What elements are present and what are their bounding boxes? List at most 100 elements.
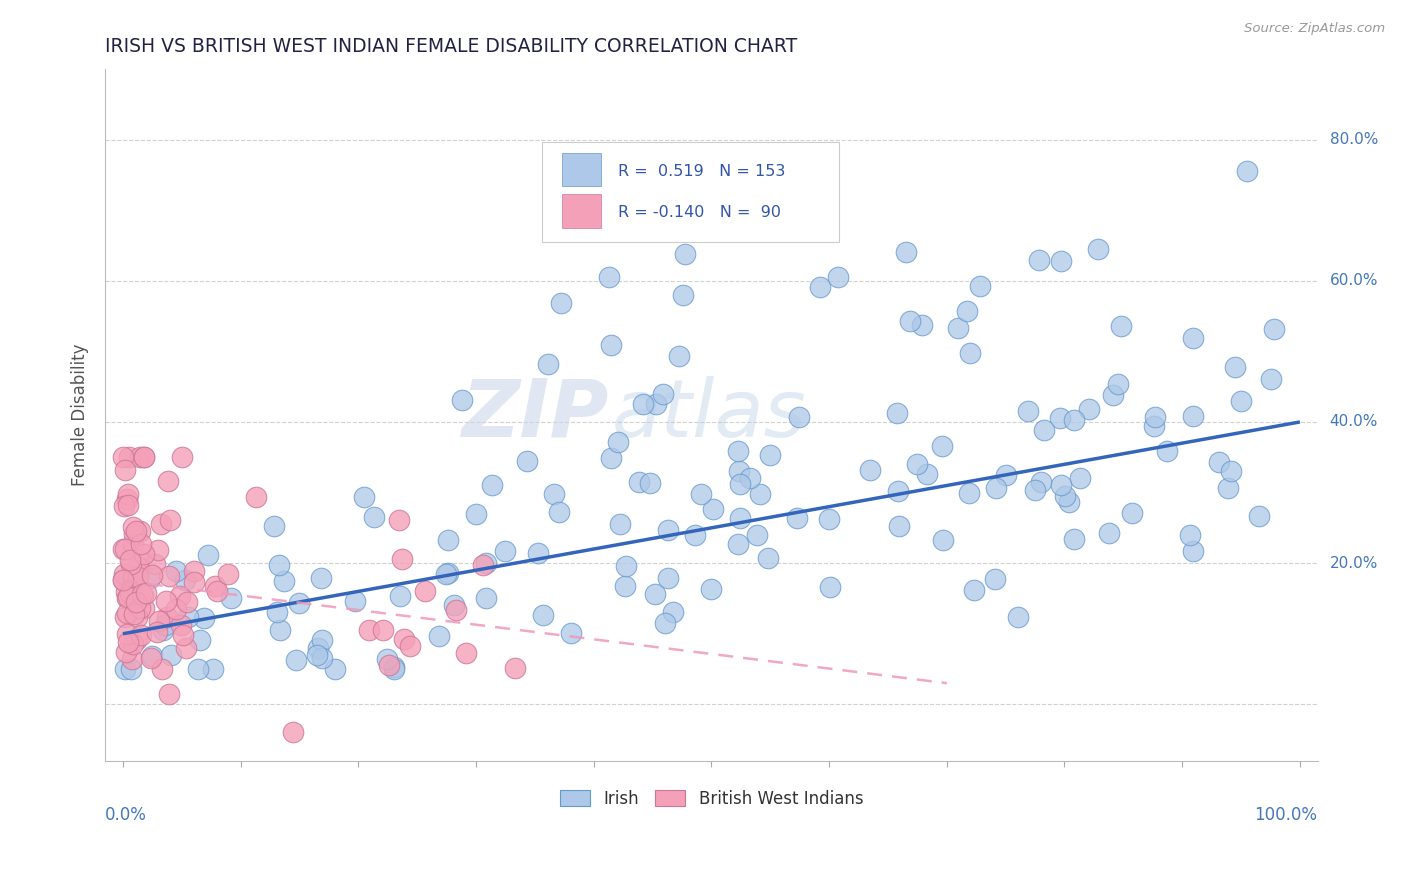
Point [269,623,291,637]
Point [472,558,495,572]
Point [1087,242,1109,256]
Point [640,475,662,490]
Point [193,611,215,625]
Point [1063,532,1085,546]
Point [1098,525,1121,540]
Point [451,393,474,408]
Point [1069,471,1091,485]
Point [111,573,134,587]
Point [323,662,346,676]
Point [657,523,679,537]
Point [114,662,136,676]
Point [159,513,181,527]
Point [378,658,401,673]
Point [1230,393,1253,408]
Point [1225,359,1247,374]
Point [727,537,749,551]
Point [1102,388,1125,402]
Point [305,648,328,662]
Point [1078,401,1101,416]
Point [898,314,921,328]
Point [1208,455,1230,469]
Point [115,585,138,599]
Point [263,519,285,533]
Point [827,269,849,284]
Point [131,587,153,601]
Point [132,450,155,465]
Point [427,629,450,643]
Text: ZIP: ZIP [461,376,609,454]
Point [169,590,191,604]
Point [931,439,953,453]
Point [150,516,173,531]
Point [156,610,179,624]
Point [437,566,460,580]
Point [1182,409,1205,424]
Point [915,467,938,481]
Point [159,648,181,662]
Point [984,572,1007,586]
Point [963,583,986,598]
Point [128,450,150,465]
Point [122,536,145,550]
Point [363,509,385,524]
Point [503,660,526,674]
Point [174,573,197,587]
Point [702,501,724,516]
Point [125,524,148,538]
Point [169,617,191,632]
Point [1054,489,1077,503]
Point [657,571,679,585]
Point [129,536,152,550]
Point [598,269,620,284]
Point [631,397,654,411]
Text: 40.0%: 40.0% [1330,415,1378,429]
Point [969,278,991,293]
Point [749,487,772,501]
Point [818,512,841,526]
Point [1220,464,1243,478]
Point [112,573,135,587]
Point [1260,372,1282,386]
Point [150,663,173,677]
Point [1247,508,1270,523]
Point [995,467,1018,482]
Point [125,595,148,609]
Point [148,543,170,558]
Point [190,633,212,648]
Point [132,600,155,615]
Point [1007,610,1029,624]
Point [683,528,706,542]
Point [273,574,295,588]
Point [481,478,503,492]
Legend: Irish, British West Indians: Irish, British West Indians [553,783,870,814]
Point [858,463,880,477]
Point [531,608,554,623]
Point [115,591,138,605]
Point [121,581,143,595]
Point [128,524,150,538]
Point [886,406,908,420]
Point [1057,495,1080,509]
Point [550,295,572,310]
Point [1049,411,1071,425]
Point [114,610,136,624]
Point [1263,322,1285,336]
Text: R = -0.140   N =  90: R = -0.140 N = 90 [619,205,780,219]
Point [183,564,205,578]
Point [139,571,162,585]
Point [1156,444,1178,458]
Point [434,566,457,581]
Point [122,520,145,534]
FancyBboxPatch shape [562,194,600,227]
Point [112,566,135,581]
FancyBboxPatch shape [562,153,600,186]
Point [673,247,696,261]
Point [527,546,550,560]
Point [443,598,465,612]
Point [727,443,749,458]
Point [465,507,488,521]
Point [127,570,149,584]
Point [957,486,980,500]
Point [122,607,145,622]
